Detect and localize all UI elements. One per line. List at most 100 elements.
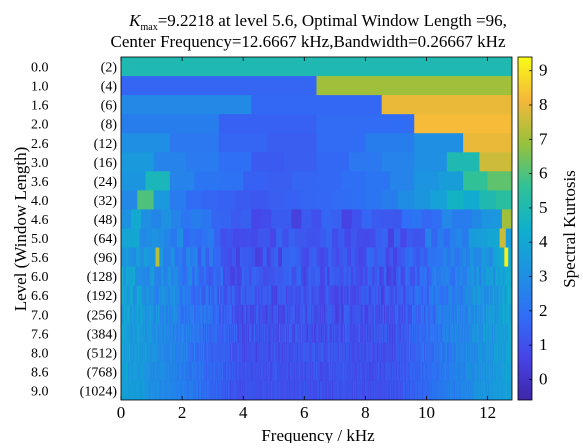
heatmap-cell [433, 304, 435, 325]
heatmap-cell [355, 323, 357, 344]
heatmap-cell [420, 323, 422, 344]
heatmap-cell [154, 323, 156, 344]
heatmap-cell [411, 285, 414, 306]
heatmap-cell [203, 323, 205, 344]
heatmap-cell [420, 247, 425, 268]
heatmap-cell [206, 323, 208, 344]
heatmap-cell [225, 266, 229, 287]
heatmap-cell [485, 304, 488, 325]
heatmap-cell [361, 209, 373, 229]
heatmap-cell [495, 304, 498, 325]
heatmap-cell [311, 304, 313, 325]
heatmap-cell [319, 285, 322, 306]
heatmap-cell [213, 323, 215, 344]
heatmap-cell [453, 285, 456, 306]
heatmap-cell [492, 323, 494, 344]
heatmap-cell [402, 266, 406, 287]
heatmap-cell [449, 323, 451, 344]
heatmap-cell [460, 323, 462, 344]
heatmap-cell [192, 266, 195, 287]
heatmap-cell [252, 323, 254, 344]
heatmap-cell [184, 304, 187, 325]
heatmap-cell [346, 323, 348, 344]
heatmap-cell [346, 266, 349, 287]
heatmap-cell [464, 323, 466, 344]
heatmap-cell [508, 323, 510, 344]
heatmap-cell [192, 323, 194, 344]
heatmap-cell [420, 285, 422, 306]
heatmap-cell [469, 285, 472, 306]
heatmap-cell [464, 304, 466, 325]
heatmap-cell [181, 323, 183, 344]
heatmap-cell [195, 323, 197, 344]
heatmap-cell [277, 323, 279, 344]
heatmap-cell [341, 323, 343, 344]
heatmap-cell [169, 133, 220, 153]
heatmap-cell [348, 304, 350, 325]
title-k-symbol: K [128, 11, 142, 30]
heatmap-cell [221, 304, 223, 325]
heatmap-cell [126, 285, 129, 306]
heatmap-cell [163, 247, 168, 268]
heatmap-cell [235, 190, 252, 210]
heatmap-cell [467, 304, 470, 325]
heatmap-cell [369, 228, 376, 248]
heatmap-cell [419, 323, 421, 344]
heatmap-cell [493, 266, 496, 287]
heatmap-cell [151, 266, 155, 287]
heatmap-cell [384, 304, 386, 325]
heatmap-cell [347, 285, 349, 306]
heatmap-cell [212, 285, 215, 306]
heatmap-cell [444, 304, 446, 325]
heatmap-cell [187, 323, 189, 344]
heatmap-cell [340, 323, 342, 344]
heatmap-cell [164, 228, 172, 248]
heatmap-cell [166, 285, 169, 306]
heatmap-cell [471, 266, 475, 287]
heatmap-cell [496, 323, 498, 344]
heatmap-cell [424, 304, 426, 325]
heatmap-cell [435, 323, 437, 344]
heatmap-cell [263, 323, 265, 344]
heatmap-cell [391, 266, 394, 287]
heatmap-cell [238, 323, 240, 344]
heatmap-cell [394, 323, 396, 344]
heatmap-cell [463, 323, 465, 344]
heatmap-cell [386, 323, 388, 344]
heatmap-cell [298, 323, 300, 344]
heatmap-cell [248, 304, 250, 325]
heatmap-cell [158, 228, 165, 248]
heatmap-cell [291, 304, 293, 325]
heatmap-cell [357, 304, 359, 325]
heatmap-cell [246, 266, 250, 287]
heatmap-cell [350, 285, 352, 306]
heatmap-cell [267, 323, 269, 344]
heatmap-cell [301, 323, 303, 344]
heatmap-cell [132, 323, 134, 344]
heatmap-cell [167, 285, 170, 306]
heatmap-cell [270, 266, 274, 287]
heatmap-cell [362, 304, 364, 325]
heatmap-cell [227, 304, 229, 325]
heatmap-cell [438, 266, 442, 287]
heatmap-cell [352, 323, 354, 344]
heatmap-cell [364, 285, 367, 306]
heatmap-cell [266, 323, 268, 344]
heatmap-cell [134, 323, 136, 344]
heatmap-cell [123, 285, 126, 306]
heatmap-cell [142, 304, 144, 325]
heatmap-cell [471, 323, 473, 344]
heatmap-cell [235, 323, 236, 344]
heatmap-cell [148, 285, 151, 306]
heatmap-cell [121, 323, 123, 344]
heatmap-cell [463, 323, 465, 344]
heatmap-cell [331, 304, 334, 325]
heatmap-cell [450, 304, 453, 325]
heatmap-cell [183, 285, 186, 306]
heatmap-cell [484, 285, 487, 306]
heatmap-cell [473, 323, 475, 344]
heatmap-cell [470, 304, 472, 325]
heatmap-cell [296, 304, 298, 325]
heatmap-cell [242, 323, 244, 344]
heatmap-cell [170, 266, 174, 287]
